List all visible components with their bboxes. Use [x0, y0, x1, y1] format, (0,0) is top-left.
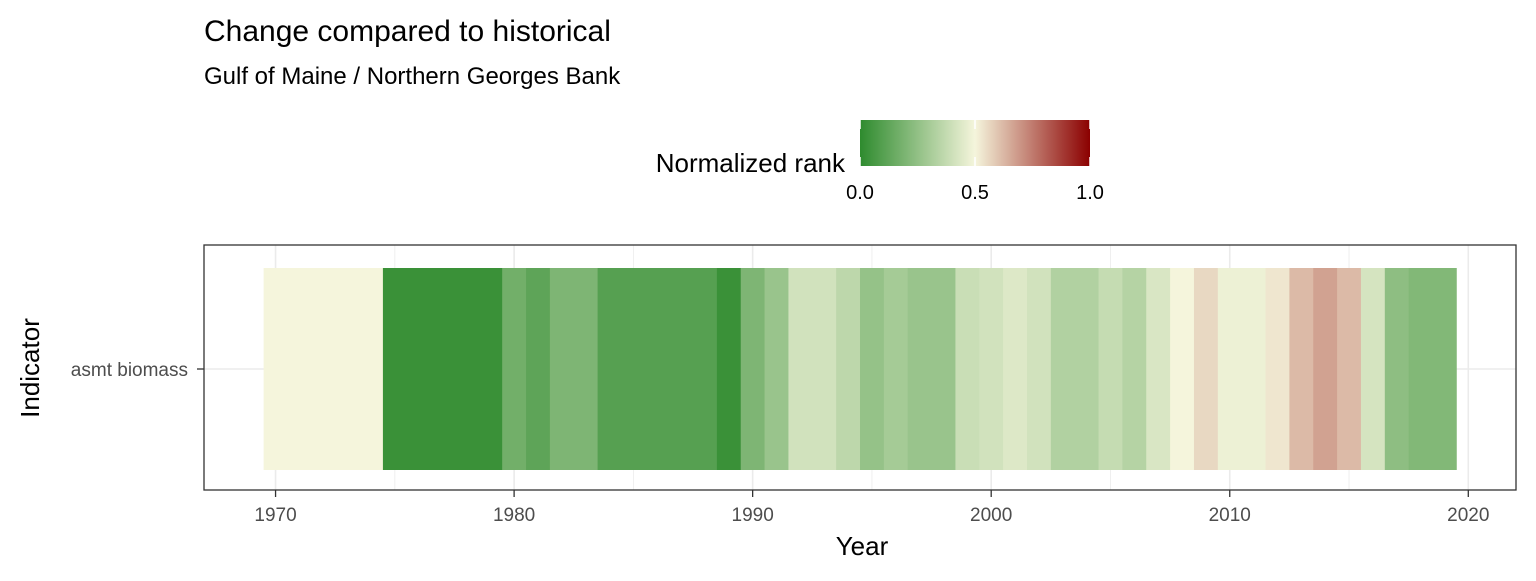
y-tick-label: asmt biomass	[71, 360, 188, 381]
heatmap-cell	[788, 268, 837, 470]
legend-ticks: 0.0 0.5 1.0	[846, 120, 1104, 204]
heatmap-cell	[907, 268, 956, 470]
heatmap-cell	[1098, 268, 1123, 470]
heatmap-cell	[1384, 268, 1410, 470]
heatmap-cell	[1265, 268, 1290, 470]
heatmap-cell	[1337, 268, 1362, 470]
heatmap-cell	[382, 268, 503, 470]
heatmap-cell	[502, 268, 527, 470]
heatmap-cell	[263, 268, 384, 470]
heatmap-cell	[1217, 268, 1266, 470]
heatmap-cell	[1289, 268, 1314, 470]
heatmap-cell	[979, 268, 1004, 470]
x-tick-label: 2000	[970, 505, 1012, 526]
heatmap-cell	[597, 268, 718, 470]
heatmap-cell	[860, 268, 885, 470]
legend-tick-label: 0.5	[961, 182, 989, 204]
plot-panel	[203, 244, 1517, 491]
heatmap-cell	[1003, 268, 1028, 470]
heatmap-cell	[740, 268, 765, 470]
x-axis-label: Year	[836, 531, 889, 561]
heatmap-cell	[1360, 268, 1386, 470]
x-axis: 1970 1980 1990 2000 2010 2020	[254, 490, 1489, 526]
heatmap-cell	[549, 268, 598, 470]
x-tick-label: 2010	[1209, 505, 1251, 526]
y-axis-label: Indicator	[15, 318, 45, 418]
legend-tick-label: 0.0	[846, 182, 874, 204]
heatmap-cell	[526, 268, 551, 470]
heatmap-cell	[1050, 268, 1099, 470]
chart-subtitle: Gulf of Maine / Northern Georges Bank	[204, 63, 621, 90]
panel-border	[203, 244, 1517, 491]
x-tick-label: 1980	[493, 505, 535, 526]
heatmap-cell	[955, 268, 980, 470]
chart-title: Change compared to historical	[204, 15, 611, 48]
heatmap-cell	[1408, 268, 1457, 470]
heatmap-cell	[1193, 268, 1219, 470]
heatmap-cell	[1313, 268, 1338, 470]
x-tick-label: 2020	[1447, 505, 1489, 526]
heatmap-cell	[836, 268, 861, 470]
heatmap-cell	[764, 268, 789, 470]
legend-tick-label: 1.0	[1076, 182, 1104, 204]
legend: Normalized rank 0.0 0.5 1.0	[656, 120, 1104, 204]
heatmap-cell	[1170, 268, 1195, 470]
heatmap-cell	[1122, 268, 1147, 470]
heatmap-cell	[1026, 268, 1052, 470]
heatmap-cells	[263, 268, 1457, 470]
x-tick-label: 1970	[254, 505, 296, 526]
y-axis: asmt biomass	[71, 360, 204, 381]
heatmap-cell	[1146, 268, 1171, 470]
x-tick-label: 1990	[732, 505, 774, 526]
legend-title: Normalized rank	[656, 148, 846, 178]
heatmap-cell	[883, 268, 909, 470]
heatmap-cell	[716, 268, 742, 470]
